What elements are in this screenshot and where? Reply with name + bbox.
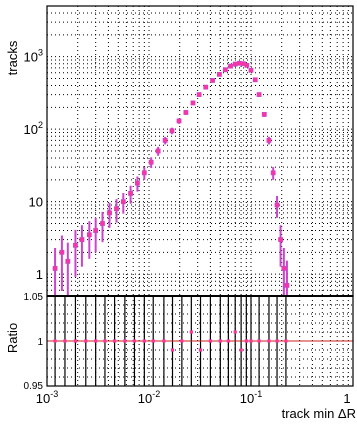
x-tick-label: 1 <box>343 391 350 406</box>
ratio-data-point <box>73 339 78 343</box>
ratio-y-tick-label: 1 <box>37 337 43 348</box>
ratio-data-point <box>244 339 248 343</box>
ratio-data-point <box>267 339 271 343</box>
data-point <box>114 206 119 212</box>
ratio-data-point <box>284 339 288 343</box>
data-point <box>176 118 182 124</box>
ratio-data-point <box>170 348 175 352</box>
ratio-data-point <box>132 339 137 343</box>
data-point <box>244 62 250 68</box>
y-tick-label: 10 <box>29 195 43 210</box>
ratio-data-point <box>233 330 237 334</box>
data-point <box>148 159 154 165</box>
ratio-data-point <box>239 348 243 352</box>
ratio-data-point <box>257 339 261 343</box>
data-point <box>281 266 287 271</box>
ratio-data-point <box>84 339 88 343</box>
x-tick-label: 10-1 <box>240 389 262 406</box>
ratio-data-point <box>162 339 166 343</box>
data-point <box>52 266 58 271</box>
data-point <box>107 210 112 216</box>
data-point <box>222 67 228 73</box>
data-point <box>190 100 196 106</box>
data-point <box>274 202 280 208</box>
data-point <box>252 77 258 83</box>
y-tick-label: 102 <box>24 120 43 137</box>
data-point <box>203 84 209 90</box>
ratio-data-point <box>63 339 67 343</box>
data-point <box>216 71 222 77</box>
data-point <box>270 170 276 176</box>
main-y-axis-label: tracks <box>5 40 20 75</box>
data-point <box>248 67 254 73</box>
ratio-y-axis-label: Ratio <box>5 323 20 353</box>
ratio-data-point <box>189 330 193 334</box>
data-point <box>196 92 202 97</box>
data-point <box>266 138 272 143</box>
data-point <box>93 228 99 233</box>
ratio-data-point <box>249 339 253 343</box>
x-tick-label: 10-3 <box>36 389 58 406</box>
ratio-data-point <box>218 339 222 343</box>
data-point <box>59 249 65 255</box>
ratio-data-point <box>198 348 203 352</box>
y-tick-label: 1 <box>36 267 43 282</box>
labels: tracks Ratio track min ΔR <box>5 40 356 421</box>
ratio-data-point <box>142 339 146 343</box>
data-point <box>183 110 189 115</box>
data-point <box>120 199 126 205</box>
x-axis-label: track min ΔR <box>282 406 356 421</box>
data-point <box>135 180 140 186</box>
ratio-data-point <box>113 339 117 343</box>
data-point <box>169 128 175 134</box>
data-point <box>237 60 242 66</box>
ratio-data-point <box>103 339 107 343</box>
data-point <box>73 242 78 248</box>
data-point <box>232 61 238 67</box>
data-point <box>261 111 267 117</box>
ratio-panel: 0.95 1 1.05 10-3 10-2 10-1 1 <box>24 292 354 406</box>
data-point <box>256 92 262 97</box>
data-point <box>284 283 290 288</box>
data-point <box>128 191 133 196</box>
data-point <box>228 63 233 69</box>
data-point <box>155 148 161 154</box>
ratio-data-point <box>123 339 127 343</box>
x-tick-label: 10-2 <box>138 389 160 406</box>
ratio-data-point <box>53 339 57 343</box>
data-point <box>278 237 283 242</box>
ratio-y-tick-label: 0.95 <box>24 381 44 392</box>
main-panel: 1 10 102 103 <box>24 5 354 297</box>
ratio-data-point <box>208 339 213 343</box>
ratio-data-point <box>226 339 230 343</box>
ratio-y-tick-label: 1.05 <box>24 292 44 303</box>
data-point <box>100 221 105 226</box>
data-point <box>79 237 85 242</box>
data-point <box>86 232 92 238</box>
ratio-data-point <box>275 339 279 343</box>
ratio-data-point <box>94 339 98 343</box>
data-point <box>65 259 71 264</box>
data-point <box>141 170 147 176</box>
ratio-data-point <box>180 339 184 343</box>
ratio-data-point <box>151 339 155 343</box>
data-point <box>162 138 168 143</box>
y-tick-label: 103 <box>24 48 43 65</box>
data-point <box>210 78 215 83</box>
